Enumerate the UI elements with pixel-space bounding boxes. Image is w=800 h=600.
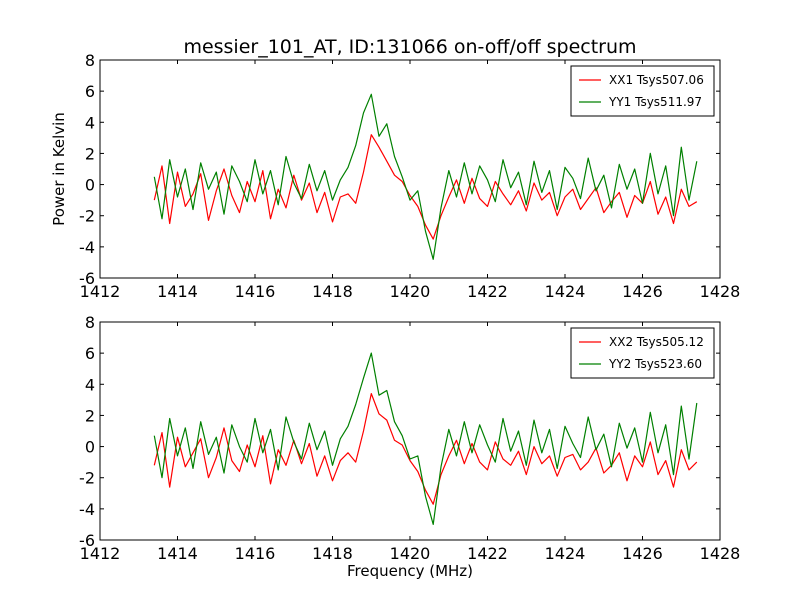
panel-2-x-tick-label-9: 1428	[700, 544, 741, 563]
panel-2-x-tick-label-7: 1424	[545, 544, 586, 563]
panel-1-legend-box	[570, 65, 715, 117]
panel-1-legend: XX1 Tsys507.06 YY1 Tsys511.97	[570, 65, 715, 117]
panel-2-series-line-1	[153, 393, 698, 505]
panel-1-x-tick-label-6: 1422	[467, 282, 508, 301]
panel-1-x-tick-label-4: 1418	[312, 282, 353, 301]
panel-2-x-tick-label-6: 1422	[467, 544, 508, 563]
panel-1-x-tick-label-1: 1412	[80, 282, 121, 301]
panel-2-y-tick-label-6: 4	[85, 375, 95, 394]
panel-2-y-tick-label-5: 2	[85, 406, 95, 425]
panel-2-y-tick-label-7: 6	[85, 344, 95, 363]
panel-2-y-tick-label-3: -2	[79, 469, 95, 488]
panel-2: 1412 1414 1416 1418 1420 1422 1424 1426 1428 -6 -4…	[79, 313, 740, 580]
panel-1-y-axis-label: Power in Kelvin	[50, 112, 68, 226]
panel-2-y-tick-label-8: 8	[85, 313, 95, 332]
panel-2-series-group	[153, 352, 698, 526]
panel-1-legend-label-2: YY1 Tsys511.97	[608, 95, 702, 109]
panel-1-y-tick-label-3: -2	[79, 207, 95, 226]
panel-2-series-line-2	[153, 352, 698, 526]
panel-1-x-tick-label-5: 1420	[390, 282, 431, 301]
panel-2-x-tick-label-2: 1414	[157, 544, 198, 563]
panel-1-x-tick-label-9: 1428	[700, 282, 741, 301]
panel-1-x-tick-label-8: 1426	[622, 282, 663, 301]
panel-2-x-tick-label-1: 1412	[80, 544, 121, 563]
panel-2-legend-label-1: XX2 Tsys505.12	[609, 335, 704, 349]
panel-2-x-axis-label: Frequency (MHz)	[347, 562, 473, 580]
panel-1-series-line-1	[153, 134, 698, 240]
panel-1-legend-label-1: XX1 Tsys507.06	[609, 73, 704, 87]
panel-1-series-line-2	[153, 93, 698, 260]
panel-2-legend: XX2 Tsys505.12 YY2 Tsys523.60	[570, 327, 715, 379]
panel-1-y-tick-label-2: -4	[79, 238, 95, 257]
panel-2-y-tick-label-4: 0	[85, 438, 95, 457]
panel-2-y-tick-label-2: -4	[79, 500, 95, 519]
plots: 1412 1414 1416 1418 1420 1422 1424 1426 1428 -6 -4…	[50, 51, 740, 580]
panel-1-x-tick-label-2: 1414	[157, 282, 198, 301]
panel-2-legend-label-2: YY2 Tsys523.60	[608, 357, 702, 371]
panel-1-y-tick-label-4: 0	[85, 176, 95, 195]
panel-1-y-tick-label-5: 2	[85, 144, 95, 163]
panel-2-x-tick-label-4: 1418	[312, 544, 353, 563]
panel-1-y-tick-label-1: -6	[79, 269, 95, 288]
panel-1-y-tick-label-6: 4	[85, 113, 95, 132]
panel-1-y-tick-label-8: 8	[85, 51, 95, 70]
panel-1-series-group	[153, 93, 698, 260]
panel-1-x-tick-label-7: 1424	[545, 282, 586, 301]
panel-2-y-tick-label-1: -6	[79, 531, 95, 550]
panel-2-x-tick-label-3: 1416	[235, 544, 276, 563]
panel-2-x-tick-label-8: 1426	[622, 544, 663, 563]
panel-1-x-tick-label-3: 1416	[235, 282, 276, 301]
panel-1-y-tick-label-7: 6	[85, 82, 95, 101]
panel-2-x-tick-label-5: 1420	[390, 544, 431, 563]
panel-2-legend-box	[570, 327, 715, 379]
figure-title: messier_101_AT, ID:131066 on-off/off spe…	[183, 36, 636, 58]
panel-1: 1412 1414 1416 1418 1420 1422 1424 1426 1428 -6 -4…	[50, 51, 740, 301]
